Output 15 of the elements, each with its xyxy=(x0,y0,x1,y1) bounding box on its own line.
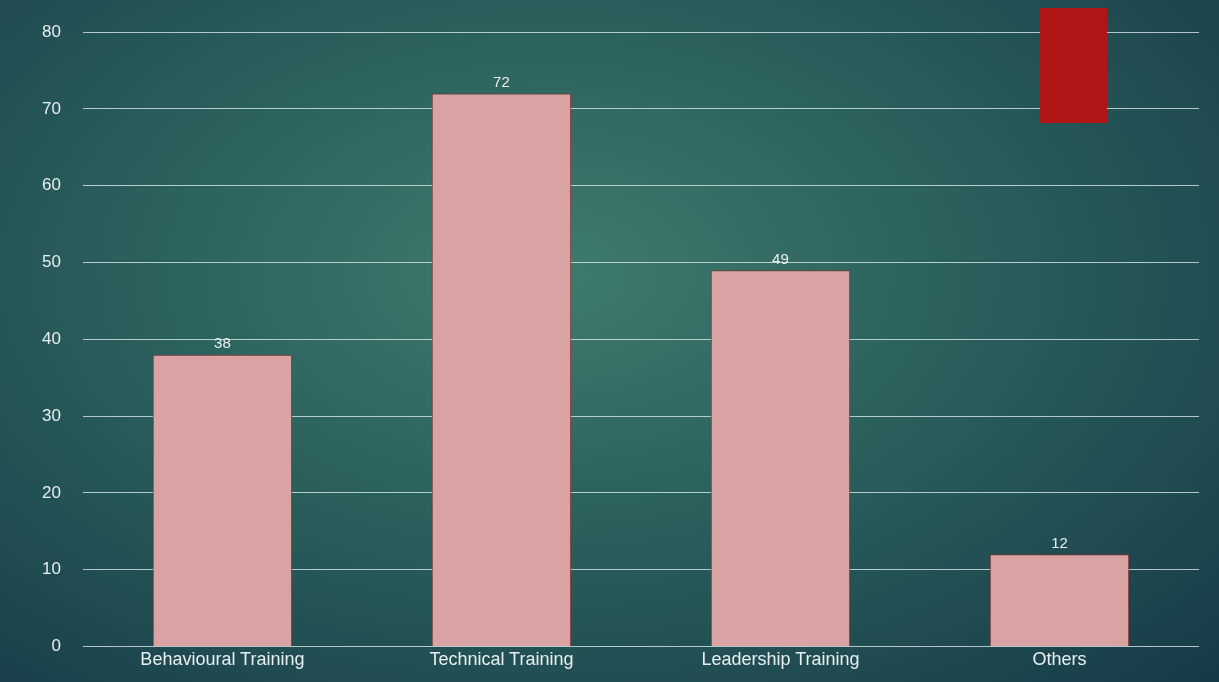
y-tick-label: 0 xyxy=(51,636,61,656)
y-tick-label: 70 xyxy=(41,98,61,118)
data-label: 12 xyxy=(1051,533,1068,551)
x-tick-label: Behavioural Training xyxy=(140,649,305,670)
y-tick-label: 30 xyxy=(41,405,61,425)
data-label: 72 xyxy=(493,73,510,91)
y-tick-label: 10 xyxy=(41,559,61,579)
y-tick-label: 60 xyxy=(41,175,61,195)
x-tick-label: Others xyxy=(1032,649,1087,670)
y-tick-label: 50 xyxy=(41,252,61,272)
y-tick-label: 80 xyxy=(41,21,61,41)
y-tick-label: 40 xyxy=(41,328,61,348)
x-tick-label: Leadership Training xyxy=(701,649,860,670)
y-tick-label: 20 xyxy=(41,482,61,502)
x-tick-label: Technical Training xyxy=(429,649,574,670)
